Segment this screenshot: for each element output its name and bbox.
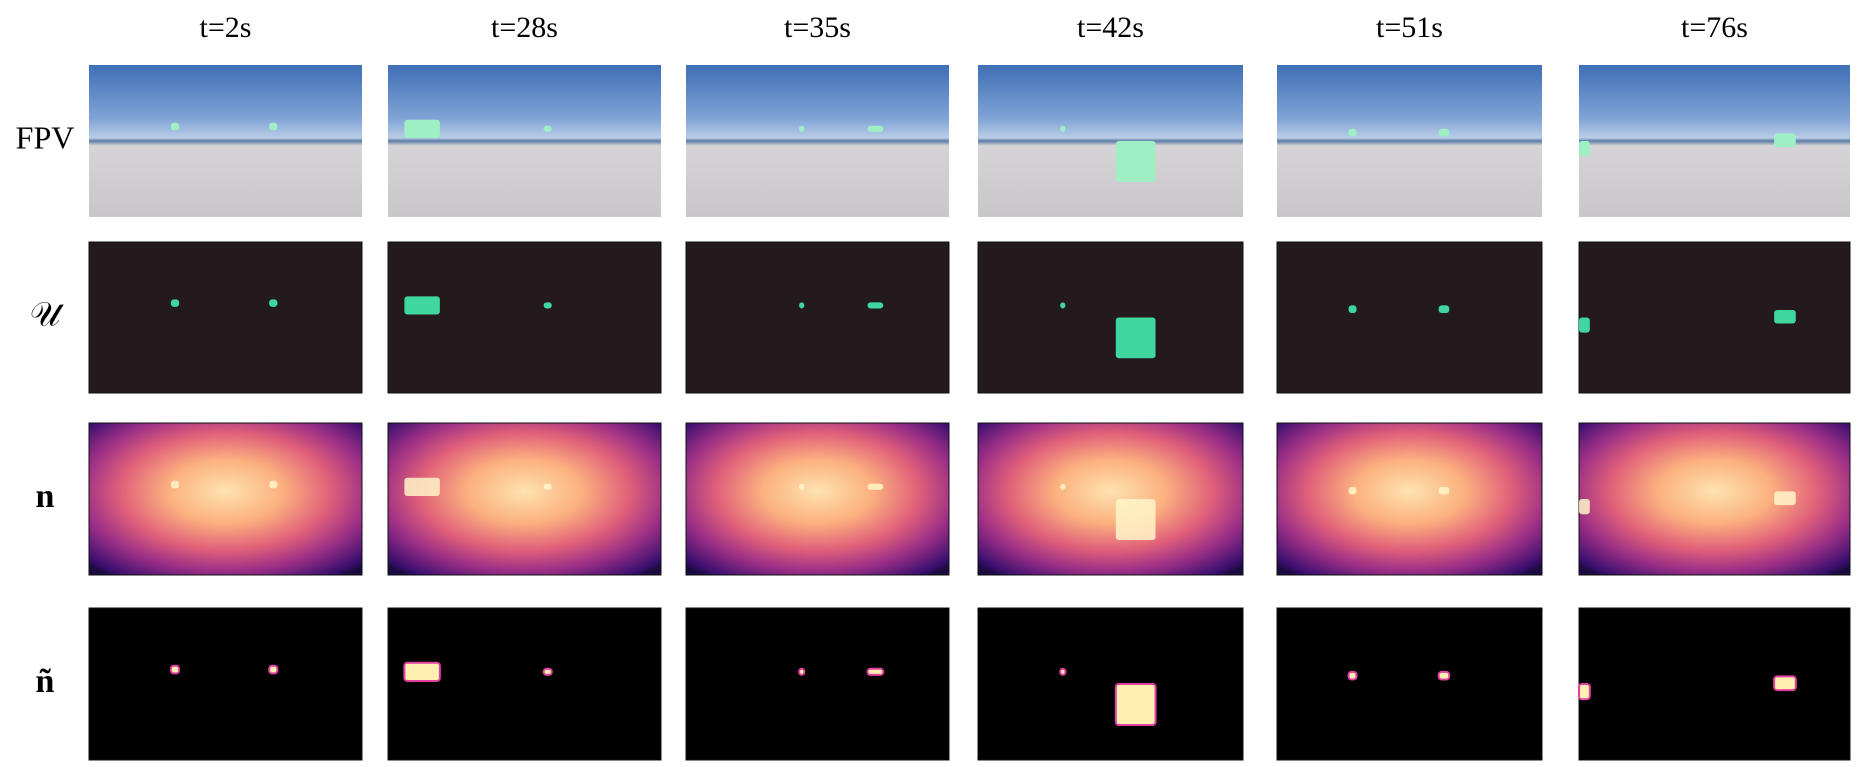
image-panel	[977, 241, 1244, 394]
detection	[1437, 670, 1451, 681]
detection	[867, 483, 884, 490]
detection	[1438, 128, 1450, 137]
column-header: t=35s	[784, 11, 851, 44]
detection	[170, 122, 180, 131]
detection	[542, 667, 553, 676]
detection	[1438, 486, 1450, 495]
image-panel	[88, 422, 363, 576]
detection	[1115, 141, 1156, 183]
detection	[1578, 683, 1591, 701]
image-panel	[88, 607, 363, 761]
image-panel	[1276, 607, 1543, 761]
column-header: t=51s	[1376, 11, 1443, 44]
column-header: t=42s	[1077, 11, 1144, 44]
detection	[1579, 141, 1590, 157]
detection	[799, 483, 805, 490]
detection	[866, 667, 885, 676]
detection	[799, 302, 805, 309]
image-panel	[1579, 65, 1850, 217]
detection	[1579, 317, 1590, 333]
detection	[1347, 670, 1358, 681]
image-panel	[686, 65, 949, 217]
detection	[1060, 302, 1066, 309]
detection	[867, 125, 884, 132]
image-panel	[685, 241, 950, 394]
detection	[543, 302, 552, 309]
detection	[798, 667, 806, 676]
image-panel	[88, 241, 363, 394]
detection	[1115, 499, 1156, 541]
detection	[170, 299, 180, 307]
detection	[404, 119, 440, 138]
image-panel	[89, 65, 362, 217]
detection	[543, 483, 552, 490]
image-panel	[978, 65, 1243, 217]
image-panel	[387, 607, 662, 761]
detection	[1115, 317, 1156, 359]
image-panel	[1578, 422, 1851, 576]
row-label: 𝒰	[30, 296, 65, 333]
image-panel	[685, 607, 950, 761]
column-header: t=76s	[1681, 11, 1748, 44]
detection	[1348, 128, 1357, 137]
column-header: t=2s	[200, 11, 252, 44]
image-panel	[1277, 65, 1542, 217]
detection	[404, 296, 440, 315]
column-header: t=28s	[491, 11, 558, 44]
detection	[867, 302, 884, 309]
detection	[403, 661, 441, 682]
detection	[268, 664, 279, 675]
detection	[1774, 491, 1796, 506]
detection	[1579, 499, 1590, 515]
image-panel	[387, 422, 662, 576]
image-panel	[1578, 607, 1851, 761]
detection	[1059, 667, 1067, 676]
detection	[1774, 309, 1796, 324]
detection	[269, 480, 278, 489]
detection	[169, 664, 181, 675]
detection	[1774, 133, 1796, 148]
detection	[1438, 305, 1450, 313]
row-label: ñ	[36, 663, 55, 700]
image-panel	[388, 65, 661, 217]
image-panel	[1276, 422, 1543, 576]
row-label: n	[36, 478, 55, 515]
image-panel	[1276, 241, 1543, 394]
detection	[1773, 675, 1797, 692]
image-panel	[1578, 241, 1851, 394]
detection	[543, 125, 552, 132]
image-panel	[977, 607, 1244, 761]
detection	[1114, 683, 1157, 727]
detection	[269, 122, 278, 131]
detection	[799, 125, 805, 132]
detection	[1060, 483, 1066, 490]
image-panel	[387, 241, 662, 394]
detection	[404, 477, 440, 496]
detection	[269, 299, 278, 307]
row-label: FPV	[16, 119, 75, 155]
detection	[170, 480, 180, 489]
image-panel	[977, 422, 1244, 576]
image-panel	[685, 422, 950, 576]
detection	[1060, 125, 1066, 132]
detection	[1348, 486, 1357, 495]
detection	[1348, 305, 1357, 313]
